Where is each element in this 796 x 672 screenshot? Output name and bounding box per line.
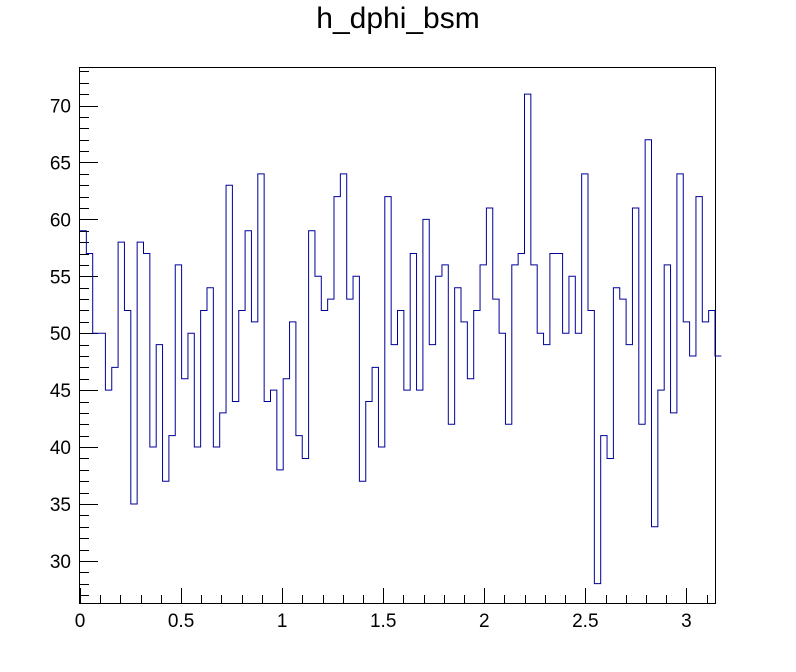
y-tick-label: 35 [50, 495, 71, 516]
x-tick-label: 1 [277, 611, 288, 632]
x-tick-label: 2.5 [572, 611, 598, 632]
y-tick-label: 70 [50, 97, 71, 118]
x-tick-label: 2 [479, 611, 490, 632]
x-tick-label: 1.5 [370, 611, 396, 632]
y-tick-label: 65 [50, 153, 71, 174]
y-tick-label: 50 [50, 324, 71, 345]
y-tick-label: 55 [50, 267, 71, 288]
tick-labels: 0 0.5 1 1.5 2 2.5 3 30 35 40 45 50 55 60 65 70 [50, 97, 692, 632]
y-tick-label: 30 [50, 552, 71, 573]
x-tick-label: 0 [75, 611, 86, 632]
y-tick-label: 60 [50, 210, 71, 231]
x-tick-label: 0.5 [168, 611, 194, 632]
histogram-line [80, 93, 722, 585]
y-tick-label: 45 [50, 381, 71, 402]
x-tick-label: 3 [681, 611, 692, 632]
chart-title: h_dphi_bsm [316, 2, 480, 35]
y-tick-label: 40 [50, 438, 71, 459]
